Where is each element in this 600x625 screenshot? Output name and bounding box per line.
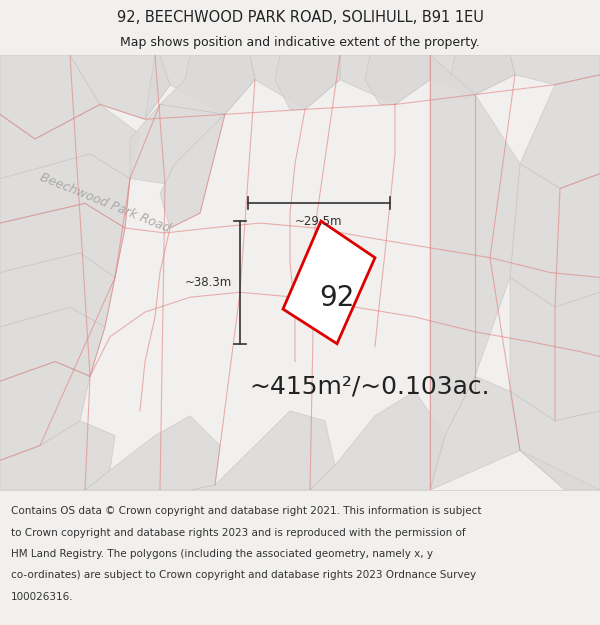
Text: 92: 92: [319, 284, 355, 312]
Polygon shape: [283, 221, 375, 344]
Polygon shape: [145, 55, 170, 119]
Polygon shape: [340, 55, 430, 104]
Polygon shape: [0, 361, 90, 461]
Polygon shape: [365, 55, 430, 104]
Polygon shape: [275, 55, 340, 109]
Text: ~38.3m: ~38.3m: [185, 276, 232, 289]
Polygon shape: [430, 55, 520, 490]
Polygon shape: [430, 376, 520, 490]
Polygon shape: [430, 55, 515, 94]
Polygon shape: [510, 391, 600, 490]
Text: co-ordinates) are subject to Crown copyright and database rights 2023 Ordnance S: co-ordinates) are subject to Crown copyr…: [11, 570, 476, 580]
Polygon shape: [130, 104, 225, 184]
Polygon shape: [510, 164, 600, 307]
Polygon shape: [450, 55, 515, 99]
Polygon shape: [510, 55, 600, 84]
Polygon shape: [160, 55, 255, 114]
Polygon shape: [0, 55, 100, 139]
Polygon shape: [70, 55, 170, 119]
Polygon shape: [160, 114, 225, 228]
Text: Contains OS data © Crown copyright and database right 2021. This information is : Contains OS data © Crown copyright and d…: [11, 506, 481, 516]
Polygon shape: [0, 421, 115, 490]
Polygon shape: [310, 391, 445, 490]
Text: ~415m²/~0.103ac.: ~415m²/~0.103ac.: [250, 374, 490, 398]
Polygon shape: [520, 451, 600, 490]
Text: 100026316.: 100026316.: [11, 591, 73, 601]
Polygon shape: [250, 55, 340, 109]
Polygon shape: [85, 416, 220, 490]
Polygon shape: [0, 104, 140, 179]
Polygon shape: [510, 278, 600, 421]
Text: 92, BEECHWOOD PARK ROAD, SOLIHULL, B91 1EU: 92, BEECHWOOD PARK ROAD, SOLIHULL, B91 1…: [116, 10, 484, 25]
Polygon shape: [520, 75, 600, 189]
Text: Map shows position and indicative extent of the property.: Map shows position and indicative extent…: [120, 36, 480, 49]
Polygon shape: [190, 411, 335, 490]
Text: HM Land Registry. The polygons (including the associated geometry, namely x, y: HM Land Registry. The polygons (includin…: [11, 549, 433, 559]
Text: to Crown copyright and database rights 2023 and is reproduced with the permissio: to Crown copyright and database rights 2…: [11, 528, 466, 538]
Text: ~29.5m: ~29.5m: [295, 215, 343, 228]
Polygon shape: [0, 203, 125, 278]
Polygon shape: [0, 253, 115, 327]
Polygon shape: [0, 154, 130, 228]
Polygon shape: [0, 307, 105, 381]
Polygon shape: [155, 55, 255, 114]
Text: Beechwood Park Road: Beechwood Park Road: [38, 171, 172, 236]
